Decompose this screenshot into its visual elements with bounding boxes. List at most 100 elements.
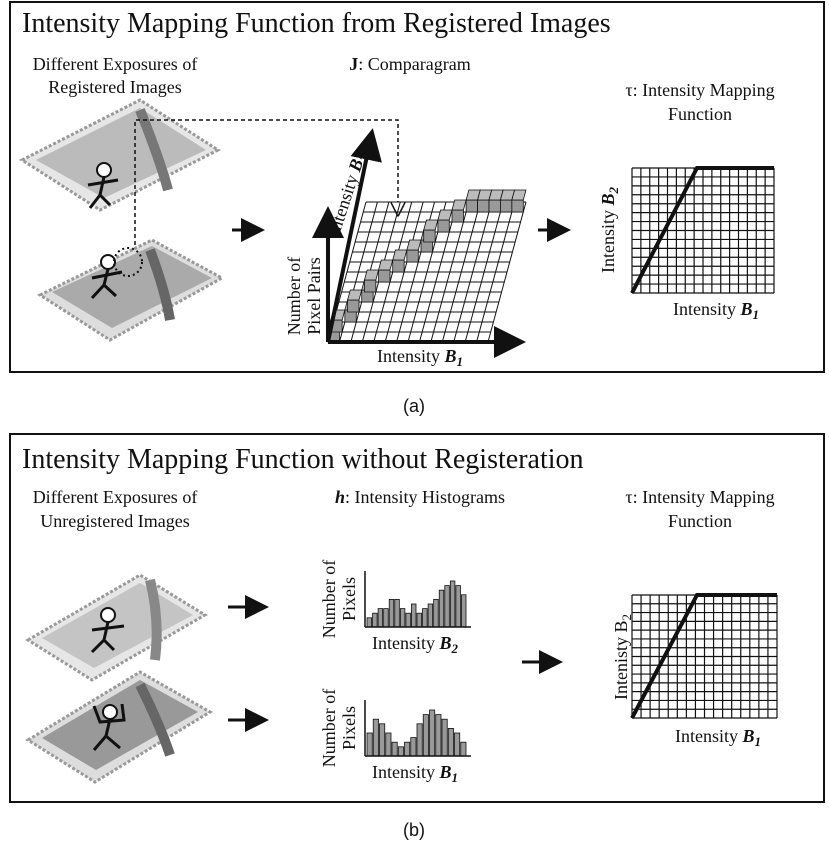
label-text: Intensity bbox=[598, 210, 618, 273]
symbol: τ bbox=[625, 80, 632, 100]
label-sub: 2 bbox=[606, 186, 621, 194]
caption: Function bbox=[668, 511, 732, 531]
bin-block bbox=[452, 210, 463, 222]
caption: τ: Intensity Mapping bbox=[625, 487, 774, 507]
histogram-bar bbox=[378, 609, 383, 627]
photos bbox=[28, 575, 210, 782]
bin-block bbox=[407, 240, 421, 250]
axis-label: Number of bbox=[319, 560, 339, 638]
histogram-bar bbox=[406, 613, 411, 627]
histogram-bar bbox=[367, 733, 372, 756]
histogram-bar bbox=[411, 604, 416, 627]
panel-title: Intensity Mapping Function without Regis… bbox=[22, 444, 584, 475]
axis-label: Pixels bbox=[339, 577, 359, 621]
axis-label: Intenisty B2 bbox=[611, 614, 634, 700]
panel-label: (a) bbox=[403, 396, 425, 416]
histogram-bar bbox=[411, 738, 416, 756]
histogram-bar bbox=[398, 747, 403, 756]
symbol: h bbox=[335, 487, 345, 507]
axis-label: Number of bbox=[284, 257, 304, 335]
histogram-bar bbox=[389, 599, 394, 627]
bin-block bbox=[478, 200, 489, 212]
bin-block bbox=[393, 260, 404, 272]
label-sub: 2 bbox=[619, 614, 634, 621]
histogram-bar bbox=[423, 609, 428, 627]
axis-label: Intensity B2 bbox=[372, 633, 459, 656]
bin-block bbox=[500, 200, 511, 212]
label-text: Intensity bbox=[377, 346, 440, 366]
bin-block bbox=[393, 250, 407, 260]
histogram-bar bbox=[384, 609, 389, 627]
bin-block bbox=[364, 270, 378, 280]
bin-block bbox=[364, 280, 375, 292]
bin-block bbox=[512, 200, 523, 212]
axis-label: Intensity B2 bbox=[323, 150, 372, 239]
axis-label: Pixels bbox=[339, 706, 359, 750]
caption-text: : Intensity Histograms bbox=[345, 487, 505, 507]
axis-label: Intensity B1 bbox=[675, 726, 761, 749]
caption-text: : Intensity Mapping bbox=[633, 487, 775, 507]
panel-title: Intensity Mapping Function from Register… bbox=[22, 8, 611, 39]
histogram-bar bbox=[461, 742, 466, 756]
axis-label: Number of bbox=[319, 689, 339, 767]
histogram-bar bbox=[417, 613, 422, 627]
histogram-bar bbox=[456, 586, 461, 627]
histogram-bar bbox=[428, 604, 433, 627]
histogram-bar bbox=[373, 613, 378, 627]
histogram-bar bbox=[436, 715, 441, 756]
caption: Unregistered Images bbox=[40, 511, 189, 531]
label-var: B bbox=[438, 762, 451, 782]
histogram-bar bbox=[461, 595, 466, 627]
bin-block bbox=[438, 220, 449, 232]
caption: J: Comparagram bbox=[349, 54, 470, 74]
bin-block bbox=[379, 260, 393, 270]
histogram-bar bbox=[442, 719, 447, 756]
caption-text: : Comparagram bbox=[358, 54, 470, 74]
axis-label: Intensity B2 bbox=[598, 186, 621, 273]
label-sub: 1 bbox=[452, 770, 459, 785]
label-var: B bbox=[443, 346, 456, 366]
bin-block bbox=[489, 200, 500, 212]
bin-block bbox=[348, 300, 359, 312]
mapping-grid bbox=[632, 168, 774, 293]
caption-text: : Intensity Mapping bbox=[633, 80, 775, 100]
bin-block bbox=[379, 270, 390, 282]
histogram-bar bbox=[434, 599, 439, 627]
comparagram bbox=[328, 190, 526, 342]
label-sub: 1 bbox=[457, 354, 464, 369]
label-sub: 1 bbox=[755, 734, 762, 749]
label-text: Intensity bbox=[673, 299, 736, 319]
axis-label: Intensity B1 bbox=[372, 762, 458, 785]
histogram-bar bbox=[417, 724, 422, 756]
label-var: B bbox=[739, 299, 752, 319]
label-text: Intensity bbox=[372, 762, 435, 782]
histogram-bar bbox=[448, 728, 453, 756]
histogram-bar bbox=[392, 742, 397, 756]
histogram-bar bbox=[367, 618, 372, 627]
bin-block bbox=[512, 190, 526, 200]
caption: Function bbox=[668, 104, 732, 124]
bin-block bbox=[424, 230, 435, 242]
histogram-bar bbox=[455, 733, 460, 756]
bin-block bbox=[348, 290, 362, 300]
caption: h: Intensity Histograms bbox=[335, 487, 505, 507]
bin-block bbox=[438, 210, 452, 220]
histogram-bar bbox=[380, 724, 385, 756]
histogram-bar bbox=[445, 586, 450, 627]
histogram-bar bbox=[450, 581, 455, 627]
figure: Intensity Mapping Function from Register… bbox=[0, 0, 829, 852]
axis-label: Pixel Pairs bbox=[304, 257, 324, 335]
label-text: Intensity bbox=[372, 633, 435, 653]
label-text: Intenisty B bbox=[611, 621, 631, 701]
label-sub: 2 bbox=[451, 641, 459, 656]
bin-block bbox=[452, 200, 466, 210]
histogram-bar bbox=[386, 733, 391, 756]
symbol: J bbox=[349, 54, 358, 74]
symbol: τ bbox=[625, 487, 632, 507]
caption: τ: Intensity Mapping bbox=[625, 80, 774, 100]
axis-label: Intensity B1 bbox=[377, 346, 463, 369]
caption: Different Exposures of bbox=[33, 54, 198, 74]
caption: Different Exposures of bbox=[33, 487, 198, 507]
label-sub: 1 bbox=[753, 307, 760, 322]
